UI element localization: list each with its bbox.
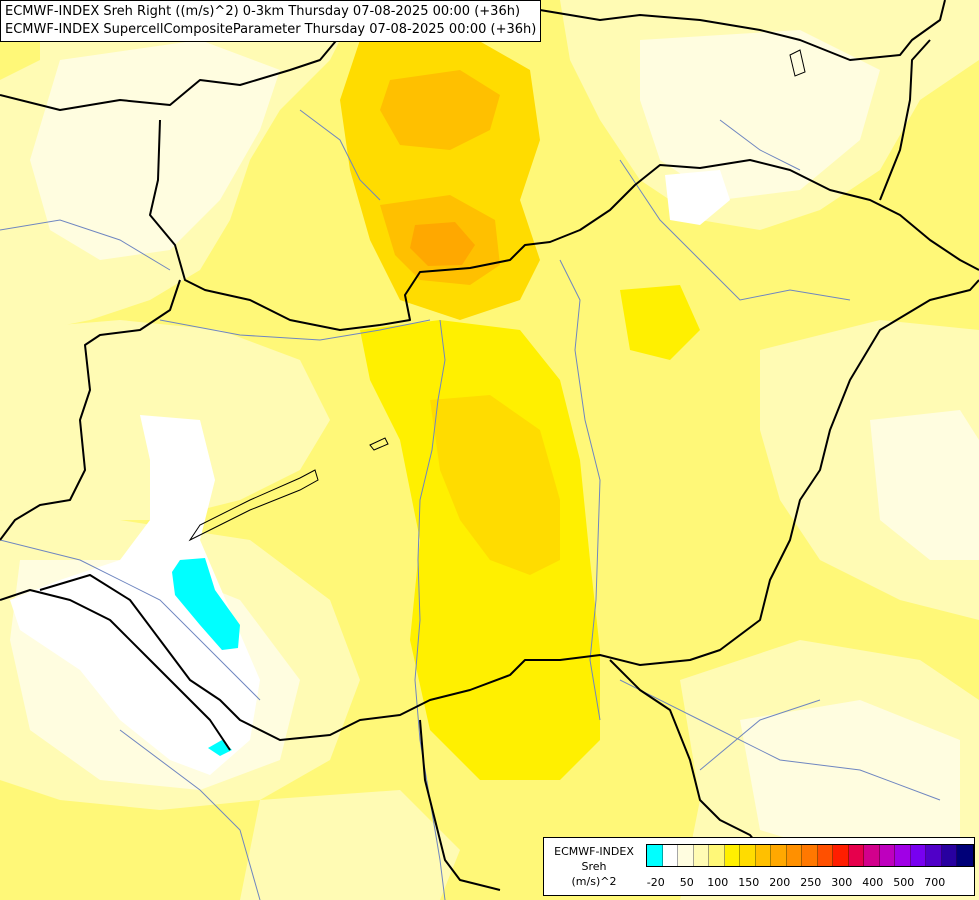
legend-swatch <box>957 845 973 866</box>
legend-swatch <box>693 845 709 866</box>
legend-tick-label: 400 <box>862 876 884 889</box>
field-orange-north <box>380 70 500 150</box>
field-pale-northeast <box>640 30 880 200</box>
legend-color-bar <box>646 844 974 867</box>
legend-swatch <box>755 845 771 866</box>
legend-swatch <box>941 845 957 866</box>
lake-outline <box>188 469 319 542</box>
legend-swatch <box>864 845 880 866</box>
legend-swatch <box>848 845 864 866</box>
legend-swatch <box>724 845 740 866</box>
field-cyan-lake <box>172 558 240 650</box>
field-pale-southeast <box>740 700 960 860</box>
legend-tick-label: 500 <box>893 876 915 889</box>
legend-unit: (m/s)^2 <box>571 875 617 888</box>
legend-tick-label: 250 <box>800 876 822 889</box>
legend-tick-labels: -20 50 100 150 200 250 300 400 500 700 <box>646 876 976 890</box>
map-title-scp: ECMWF-INDEX SupercellCompositeParameter … <box>5 22 537 37</box>
legend-swatch <box>771 845 787 866</box>
map-title-sreh: ECMWF-INDEX Sreh Right ((m/s)^2) 0-3km T… <box>5 4 521 19</box>
legend-tick-label: 300 <box>831 876 853 889</box>
legend-swatch <box>833 845 849 866</box>
legend-tick-label: 150 <box>738 876 760 889</box>
field-white-northeast <box>665 170 730 225</box>
legend-swatch <box>678 845 694 866</box>
field-bright-east-spot <box>620 285 700 360</box>
legend-swatch <box>786 845 802 866</box>
legend-swatch <box>895 845 911 866</box>
legend-swatch <box>662 845 678 866</box>
color-legend: ECMWF-INDEX Sreh (m/s)^2 -20 50 100 150 200 2… <box>543 837 975 896</box>
field-deep-orange <box>410 222 475 266</box>
legend-swatch <box>910 845 926 866</box>
field-gold-center <box>430 395 560 575</box>
legend-swatch <box>879 845 895 866</box>
legend-tick-label: -20 <box>646 876 665 889</box>
legend-tick-label: 50 <box>679 876 694 889</box>
legend-swatch <box>817 845 833 866</box>
legend-tick-label: 100 <box>707 876 729 889</box>
field-light-south <box>240 790 460 900</box>
legend-variable: Sreh <box>581 860 607 873</box>
legend-title: ECMWF-INDEX <box>554 845 634 858</box>
small-lake-outline-ne <box>789 49 806 77</box>
legend-swatch <box>647 845 663 866</box>
legend-swatch <box>802 845 818 866</box>
legend-swatch <box>740 845 756 866</box>
field-pale-east <box>870 410 979 560</box>
small-lake-outline <box>369 437 389 451</box>
legend-label: ECMWF-INDEX Sreh (m/s)^2 <box>544 844 644 889</box>
map-title-box: ECMWF-INDEX Sreh Right ((m/s)^2) 0-3km T… <box>0 0 542 42</box>
field-pale-north <box>30 40 280 260</box>
legend-tick-label: 700 <box>924 876 946 889</box>
legend-swatch <box>926 845 942 866</box>
legend-tick-label: 200 <box>769 876 791 889</box>
legend-swatch <box>709 845 725 866</box>
